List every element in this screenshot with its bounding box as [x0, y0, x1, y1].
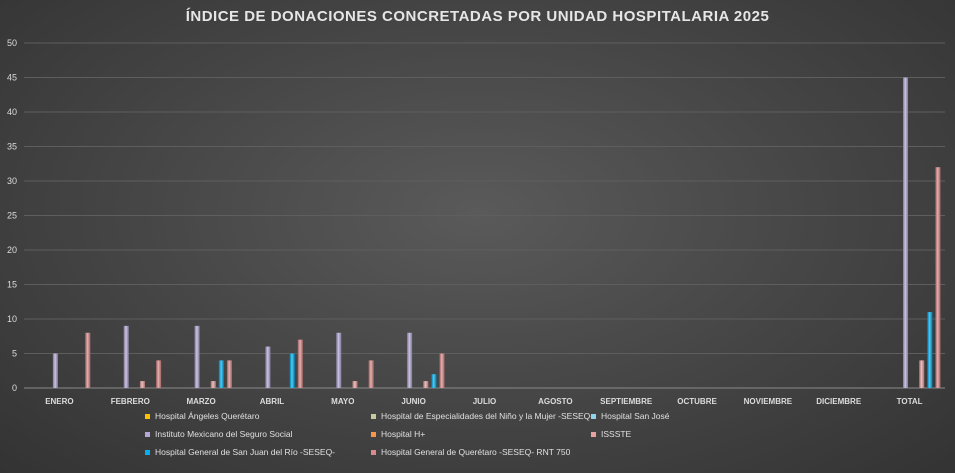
- bar-shading: [919, 360, 925, 388]
- x-tick-label: NOVIEMBRE: [744, 397, 793, 406]
- chart-title: ÍNDICE DE DONACIONES CONCRETADAS POR UNI…: [185, 8, 770, 25]
- x-axis: ENERO FEBRERO MARZO ABRIL MAYO JUNIO JULIO AGOS…: [45, 397, 922, 406]
- bar-shading: [368, 360, 374, 388]
- y-tick-label: 25: [7, 211, 17, 221]
- y-tick-label: 50: [7, 38, 17, 48]
- x-tick-label: JUNIO: [401, 397, 425, 406]
- bar-shading: [352, 381, 358, 388]
- x-tick-label: DICIEMBRE: [816, 397, 862, 406]
- y-tick-label: 35: [7, 142, 17, 152]
- bar-shading: [935, 167, 941, 388]
- y-tick-label: 0: [12, 383, 17, 393]
- x-tick-label: TOTAL: [897, 397, 923, 406]
- y-tick-label: 30: [7, 176, 17, 186]
- bar-shading: [297, 339, 303, 388]
- x-tick-label: ENERO: [45, 397, 73, 406]
- x-tick-label: MARZO: [186, 397, 215, 406]
- y-tick-label: 15: [7, 280, 17, 290]
- x-tick-label: ABRIL: [260, 397, 285, 406]
- x-tick-label: FEBRERO: [111, 397, 150, 406]
- bar-shading: [226, 360, 232, 388]
- bar-shading: [927, 312, 933, 388]
- bar-shading: [423, 381, 429, 388]
- bar-shading: [156, 360, 162, 388]
- x-tick-label: AGOSTO: [538, 397, 573, 406]
- x-tick-label: MAYO: [331, 397, 354, 406]
- bar-shading: [218, 360, 224, 388]
- bar-shading: [139, 381, 145, 388]
- bar-shading: [52, 353, 58, 388]
- bars: [52, 77, 941, 388]
- y-axis: 0 5 10 15 20 25 30 35 40 45 50: [7, 38, 17, 393]
- x-tick-label: JULIO: [473, 397, 497, 406]
- bar-shading: [85, 332, 91, 388]
- x-tick-label: OCTUBRE: [677, 397, 717, 406]
- bar-shading: [194, 325, 200, 388]
- bar-shading: [903, 77, 909, 388]
- x-tick-label: SEPTIEMBRE: [600, 397, 653, 406]
- y-tick-label: 10: [7, 314, 17, 324]
- bar-shading: [439, 353, 445, 388]
- y-tick-label: 5: [12, 349, 17, 359]
- bar-shading: [123, 325, 129, 388]
- bar-shading: [265, 346, 271, 388]
- y-tick-label: 45: [7, 73, 17, 83]
- bar-shading: [210, 381, 216, 388]
- bar-shading: [289, 353, 295, 388]
- gridlines: [24, 42, 945, 389]
- bar-shading: [431, 374, 437, 388]
- y-tick-label: 20: [7, 245, 17, 255]
- y-tick-label: 40: [7, 107, 17, 117]
- bar-shading: [336, 332, 342, 388]
- bar-shading: [407, 332, 413, 388]
